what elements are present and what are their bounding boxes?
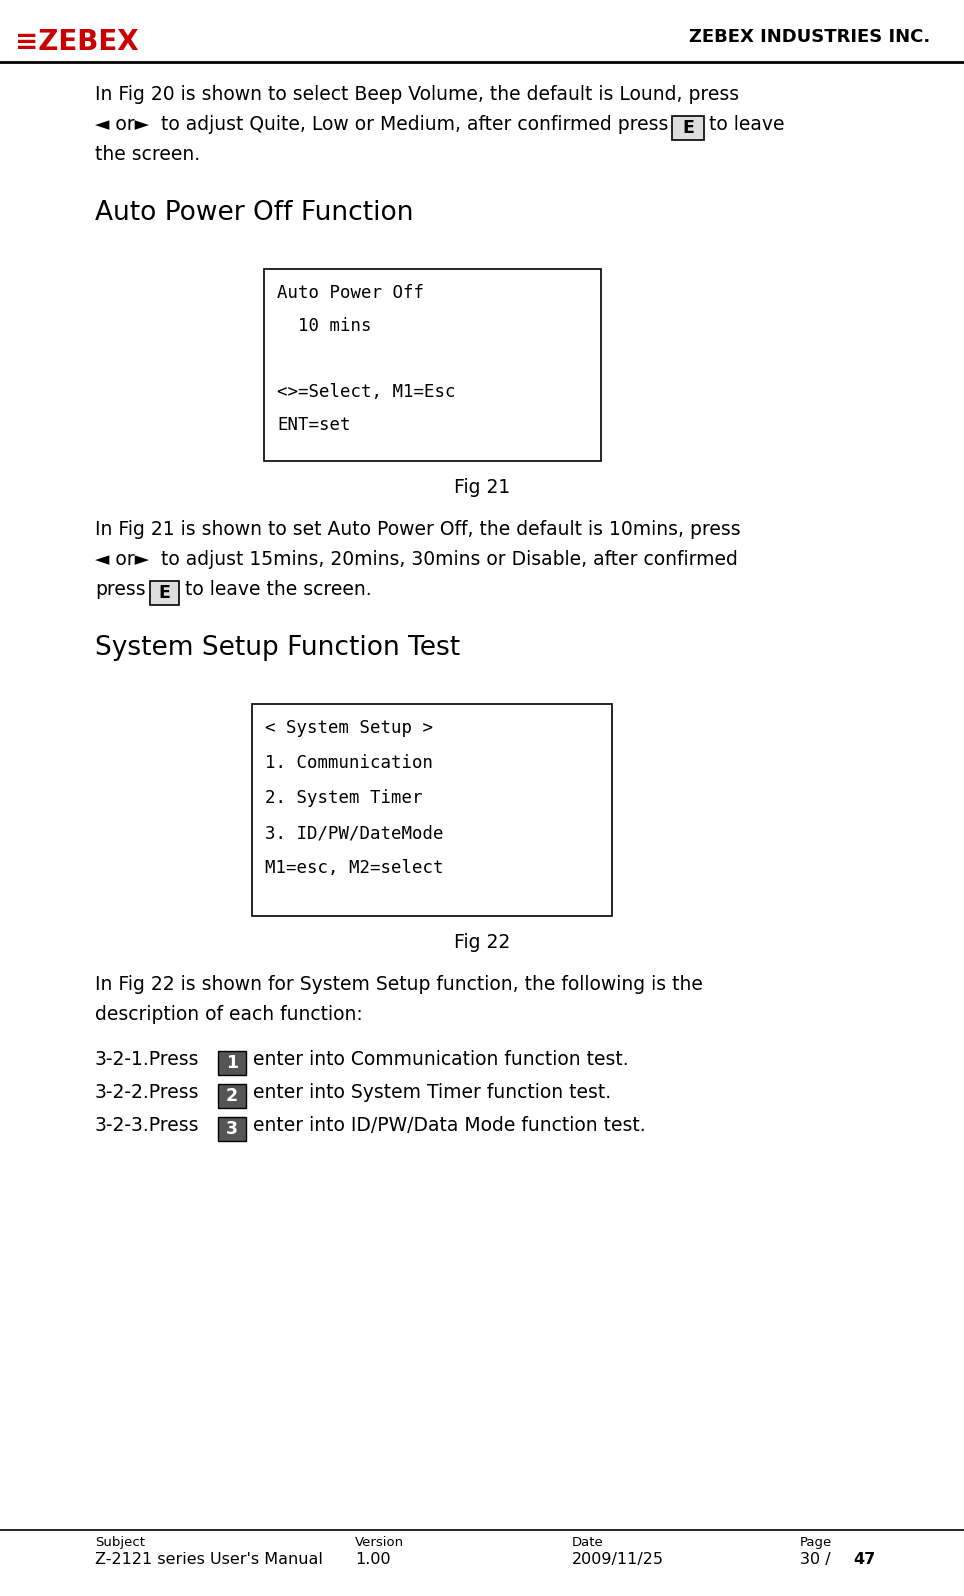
- Text: E: E: [683, 120, 694, 137]
- Text: enter into Communication function test.: enter into Communication function test.: [253, 1050, 629, 1069]
- Text: 30 /: 30 /: [800, 1551, 836, 1567]
- Text: ◄ or►  to adjust 15mins, 20mins, 30mins or Disable, after confirmed: ◄ or► to adjust 15mins, 20mins, 30mins o…: [95, 551, 737, 570]
- Text: 1. Communication: 1. Communication: [265, 753, 433, 772]
- Text: <>=Select, M1=Esc: <>=Select, M1=Esc: [277, 383, 456, 401]
- Text: Fig 22: Fig 22: [454, 934, 510, 951]
- FancyBboxPatch shape: [218, 1117, 246, 1141]
- Text: ◄ or►  to adjust Quite, Low or Medium, after confirmed press: ◄ or► to adjust Quite, Low or Medium, af…: [95, 115, 668, 134]
- Text: enter into ID/PW/Data Mode function test.: enter into ID/PW/Data Mode function test…: [253, 1116, 646, 1135]
- Text: Z-2121 series User's Manual: Z-2121 series User's Manual: [95, 1551, 323, 1567]
- Text: 10 mins: 10 mins: [277, 318, 371, 335]
- Text: M1=esc, M2=select: M1=esc, M2=select: [265, 859, 443, 876]
- FancyBboxPatch shape: [672, 117, 704, 140]
- Text: to leave the screen.: to leave the screen.: [185, 579, 372, 598]
- FancyBboxPatch shape: [252, 704, 612, 916]
- FancyBboxPatch shape: [150, 581, 179, 605]
- Text: < System Setup >: < System Setup >: [265, 720, 433, 737]
- Text: 3: 3: [226, 1120, 238, 1138]
- FancyBboxPatch shape: [218, 1084, 246, 1108]
- Text: 2009/11/25: 2009/11/25: [572, 1551, 664, 1567]
- Text: ENT=set: ENT=set: [277, 417, 351, 434]
- Text: ZEBEX INDUSTRIES INC.: ZEBEX INDUSTRIES INC.: [688, 29, 930, 46]
- Text: the screen.: the screen.: [95, 145, 201, 164]
- Text: Page: Page: [800, 1535, 832, 1550]
- Text: 3-2-3.Press: 3-2-3.Press: [95, 1116, 200, 1135]
- Text: to leave: to leave: [709, 115, 785, 134]
- Text: Version: Version: [355, 1535, 404, 1550]
- FancyBboxPatch shape: [264, 270, 601, 461]
- Text: Auto Power Off Function: Auto Power Off Function: [95, 200, 414, 227]
- Text: 1.00: 1.00: [355, 1551, 390, 1567]
- Text: E: E: [158, 584, 171, 602]
- Text: 3-2-1.Press: 3-2-1.Press: [95, 1050, 200, 1069]
- Text: Date: Date: [572, 1535, 603, 1550]
- Text: enter into System Timer function test.: enter into System Timer function test.: [253, 1084, 611, 1101]
- Text: 47: 47: [853, 1551, 875, 1567]
- Text: In Fig 22 is shown for System Setup function, the following is the: In Fig 22 is shown for System Setup func…: [95, 975, 703, 994]
- Text: In Fig 20 is shown to select Beep Volume, the default is Lound, press: In Fig 20 is shown to select Beep Volume…: [95, 85, 739, 104]
- Text: Fig 21: Fig 21: [454, 477, 510, 496]
- Text: press: press: [95, 579, 146, 598]
- Text: Auto Power Off: Auto Power Off: [277, 284, 424, 302]
- Text: 2. System Timer: 2. System Timer: [265, 788, 422, 808]
- Text: ≡ZEBEX: ≡ZEBEX: [15, 29, 139, 56]
- Text: description of each function:: description of each function:: [95, 1005, 362, 1025]
- FancyBboxPatch shape: [218, 1052, 246, 1076]
- Text: System Setup Function Test: System Setup Function Test: [95, 635, 460, 661]
- Text: In Fig 21 is shown to set Auto Power Off, the default is 10mins, press: In Fig 21 is shown to set Auto Power Off…: [95, 520, 740, 539]
- Text: Subject: Subject: [95, 1535, 145, 1550]
- Text: 2: 2: [226, 1087, 238, 1104]
- Text: 1: 1: [226, 1053, 238, 1073]
- Text: 3. ID/PW/DateMode: 3. ID/PW/DateMode: [265, 824, 443, 843]
- Text: 3-2-2.Press: 3-2-2.Press: [95, 1084, 200, 1101]
